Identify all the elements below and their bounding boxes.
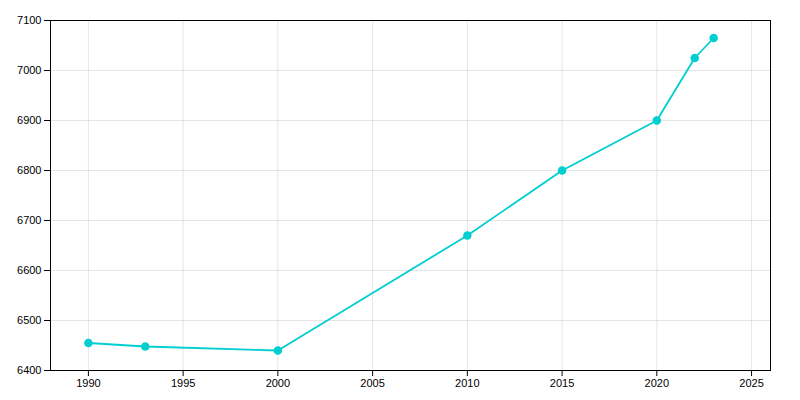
svg-text:7100: 7100 bbox=[17, 14, 41, 26]
svg-text:6400: 6400 bbox=[17, 364, 41, 376]
svg-text:6700: 6700 bbox=[17, 214, 41, 226]
svg-text:2010: 2010 bbox=[455, 377, 479, 389]
svg-text:2005: 2005 bbox=[360, 377, 384, 389]
svg-text:7000: 7000 bbox=[17, 64, 41, 76]
svg-text:6800: 6800 bbox=[17, 164, 41, 176]
svg-text:6900: 6900 bbox=[17, 114, 41, 126]
svg-text:2025: 2025 bbox=[739, 377, 763, 389]
svg-text:1995: 1995 bbox=[171, 377, 195, 389]
svg-text:1990: 1990 bbox=[76, 377, 100, 389]
svg-text:2000: 2000 bbox=[266, 377, 290, 389]
svg-text:2020: 2020 bbox=[645, 377, 669, 389]
svg-text:6600: 6600 bbox=[17, 264, 41, 276]
svg-text:6500: 6500 bbox=[17, 314, 41, 326]
svg-text:2015: 2015 bbox=[550, 377, 574, 389]
